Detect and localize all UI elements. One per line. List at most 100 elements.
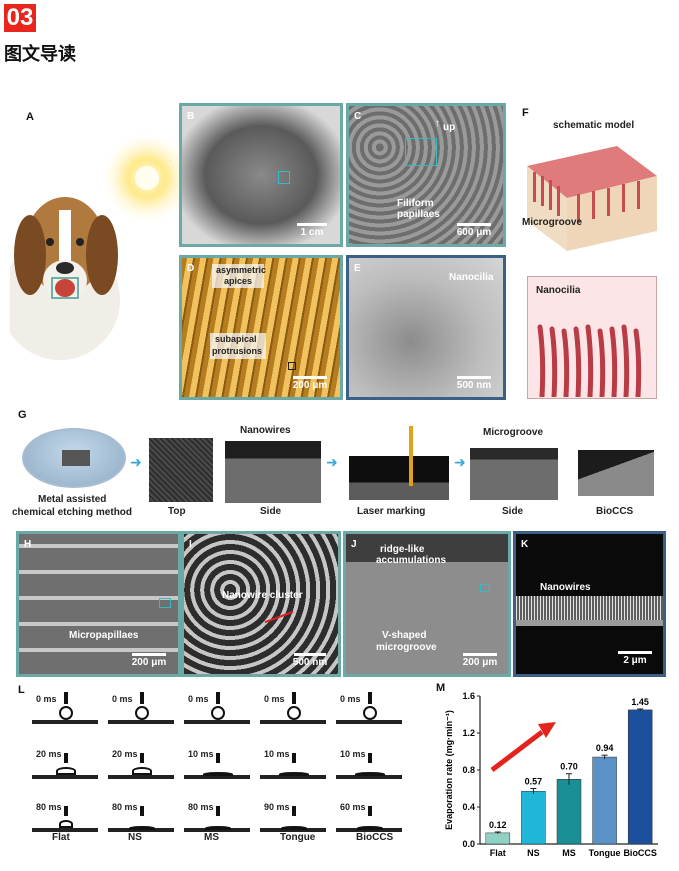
panel-label-i: I [189,539,192,550]
filiform-label-2: papillaes [397,209,440,220]
column-label: Tongue [280,832,316,843]
zoom-box [159,598,171,608]
panel-e-nanocilia-tem: E Nanocilia 500 nm [346,255,506,400]
scale-bar-label: 500 nm [292,657,328,668]
column-label: NS [128,832,142,843]
annotation-backdrop [212,264,264,288]
x-tick-label: Flat [490,848,506,858]
dispensing-needle [368,692,372,704]
scale-bar: 200 μm [458,653,502,668]
time-label: 60 ms [340,802,366,812]
substrate-surface [336,828,402,832]
substrate-surface [108,828,174,832]
scale-bar: 1 cm [292,223,332,238]
x-tick-label: NS [527,848,540,858]
panel-label-f: F [522,107,529,119]
top-view-image [149,438,213,502]
y-axis-label: Evaporation rate (mg·min⁻¹) [444,710,454,830]
column-label: Flat [52,832,70,843]
water-droplet [59,820,73,828]
panel-label-c: C [354,111,362,122]
droplet-sequence-grid: 0 ms 0 ms 0 ms 0 ms 0 ms 20 ms 20 ms 10 ms 10 ms… [30,690,420,843]
time-label: 0 ms [112,694,133,704]
panel-label-j: J [351,539,357,550]
substrate-surface [260,720,326,724]
trend-arrow-head [538,722,556,738]
dispensing-needle [368,806,372,816]
filiform-label-1: Filiform [397,198,434,209]
data-label: 0.12 [489,820,507,830]
y-tick-label: 1.6 [462,691,475,701]
y-tick-label: 0.4 [462,802,475,812]
annotation-asymmetric: asymmetric [216,265,267,275]
dispensing-needle [292,692,296,704]
time-label: 0 ms [188,694,209,704]
bioccs-label: BioCCS [596,506,634,517]
panel-label-h: H [24,539,32,550]
side-label-1: Side [260,506,282,517]
micropapillae-label: Micropapillaes [69,630,139,641]
time-label: 0 ms [264,694,285,704]
grooved-side-image [470,448,558,500]
water-droplet [211,706,225,720]
water-droplet [281,826,307,830]
nanocilia-fibers-illustration [537,324,642,397]
substrate-surface [184,720,250,724]
nanowire-cluster-label: Nanowire cluster [222,590,303,601]
panel-i-nanowire-sem: I Nanowire cluster 500 nm [181,531,341,677]
microgroove-process-label: Microgroove [483,427,544,438]
scale-bar: 200 μm [286,376,334,391]
dispensing-needle [368,753,372,763]
section-heading: 图文导读 [4,44,76,65]
method-label-1: Metal assisted [38,494,107,505]
ridge-label-2: accumulations [376,555,447,566]
water-droplet [363,706,377,720]
scale-bar: 200 μm [126,653,172,668]
panel-d-apices-image: D asymmetric apices subapical protrusion… [179,255,343,400]
panel-label-b: B [187,111,195,122]
zoom-box [405,138,437,166]
time-label: 80 ms [36,802,62,812]
bar-flat [485,832,511,845]
panel-c-papillae-sem: C ↑ up Filiform papillaes 600 μm [346,103,506,247]
data-label: 0.94 [596,743,614,753]
dispensing-needle [216,692,220,704]
panel-label-l: L [18,684,25,696]
process-arrow-icon: ➜ [326,454,338,470]
substrate-surface [32,720,98,724]
time-label: 80 ms [188,802,214,812]
y-tick-label: 1.2 [462,728,475,738]
panel-label-a: A [26,111,34,123]
nanocilia-label: Nanocilia [536,285,581,296]
panel-label-g: G [18,409,27,421]
v-groove-label-2: microgroove [376,642,437,653]
time-label: 10 ms [340,749,366,759]
top-label: Top [168,506,186,517]
scale-bar-label: 2 μm [623,655,647,666]
dispensing-needle [64,753,68,763]
water-droplet [56,767,76,775]
substrate-surface [32,828,98,832]
dispensing-needle [64,806,68,816]
annotation-subapical: subapical [215,334,257,344]
v-groove-label-1: V-shaped [382,630,427,641]
nanowire-layer [516,596,663,620]
nanocilia-zoom-panel: Nanocilia [527,276,657,399]
x-tick-label: MS [562,848,576,858]
dispensing-needle [140,806,144,816]
annotation-backdrop [210,333,266,359]
panel-k-nanowires-sem: K Nanowires 2 μm [513,531,666,677]
dispensing-needle [292,753,296,763]
bar-ns [521,791,546,845]
data-label: 0.70 [560,762,578,772]
substrate-surface [336,775,402,779]
water-droplet [355,772,385,776]
bioccs-block-image [578,450,654,496]
time-label: 10 ms [188,749,214,759]
scale-bar-label: 1 cm [300,227,324,238]
dispensing-needle [216,753,220,763]
method-label-2: chemical etching method [12,507,133,518]
annotation-apices: apices [224,276,253,286]
time-label: 10 ms [264,749,290,759]
time-label: 80 ms [112,802,138,812]
